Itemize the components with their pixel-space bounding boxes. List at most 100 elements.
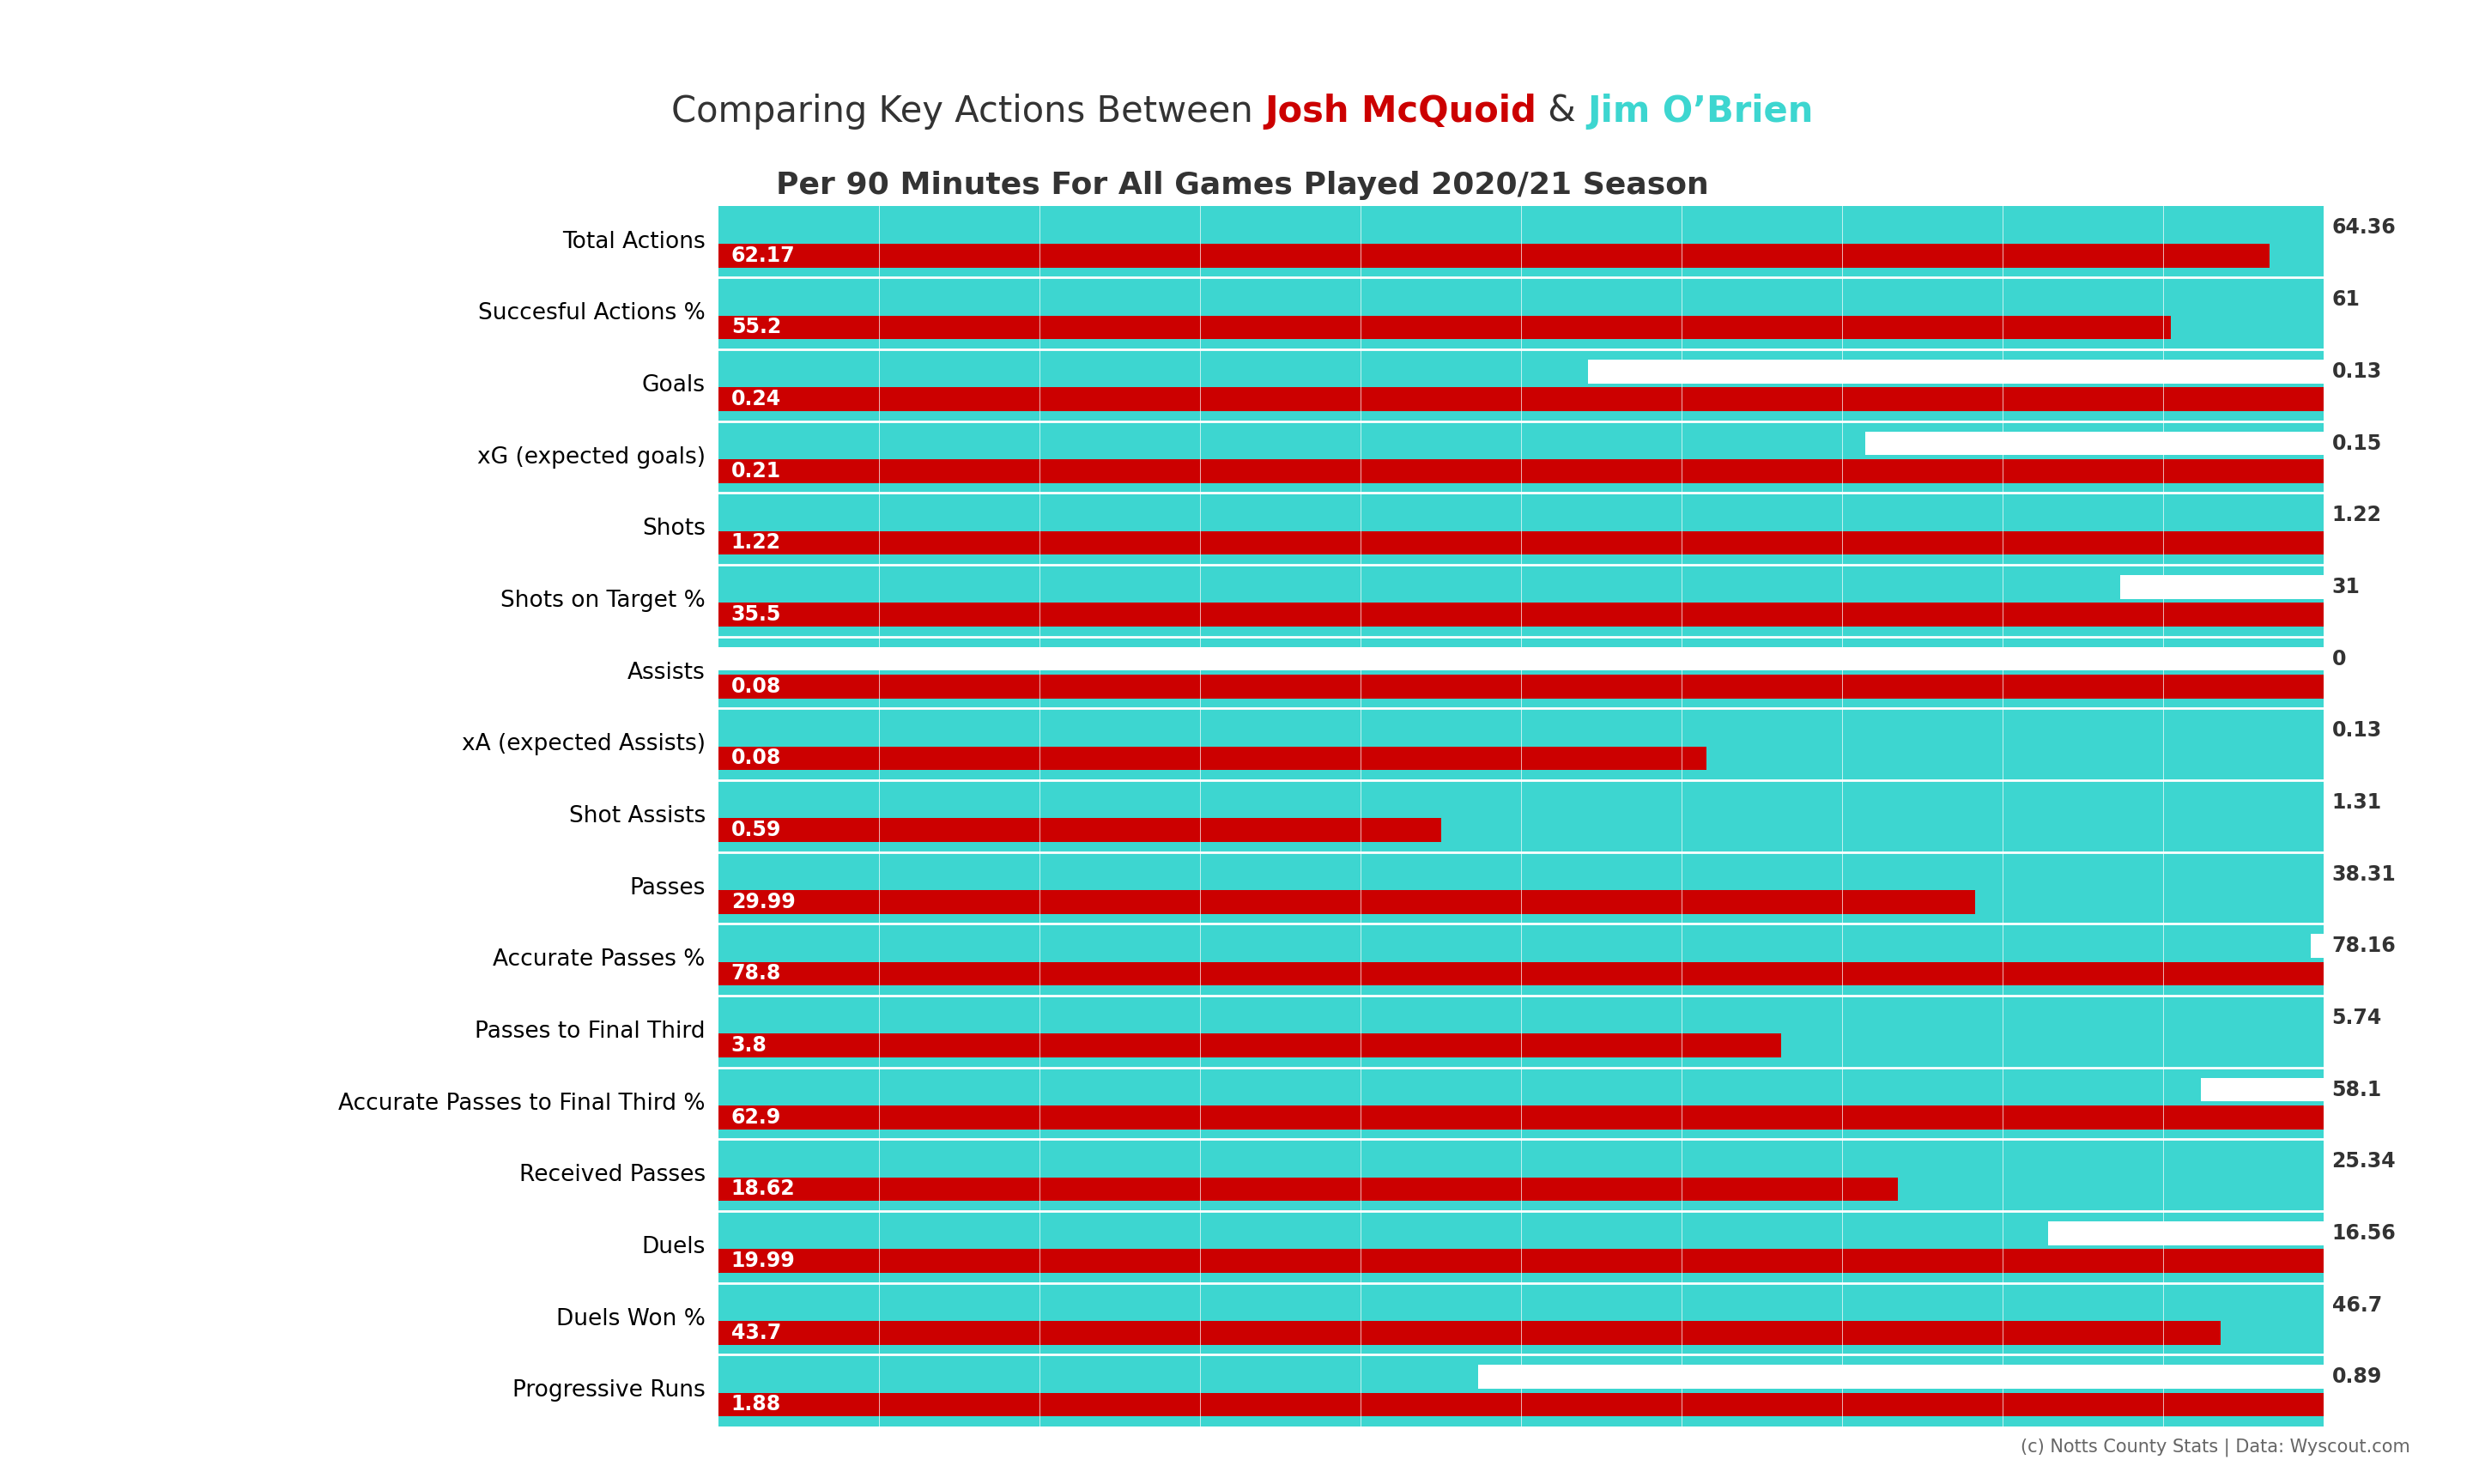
Bar bbox=[718, 288, 2323, 312]
Bar bbox=[718, 576, 2323, 598]
Bar bbox=[718, 217, 2323, 240]
Bar bbox=[718, 933, 2323, 957]
Bar bbox=[718, 1177, 1899, 1201]
Bar bbox=[718, 1150, 2323, 1174]
Bar bbox=[718, 1077, 2323, 1101]
Bar bbox=[718, 503, 2323, 527]
Bar bbox=[718, 862, 2323, 886]
Bar bbox=[718, 862, 2323, 886]
Text: Shots on Target %: Shots on Target % bbox=[499, 589, 706, 611]
Bar bbox=[718, 459, 2323, 482]
Bar bbox=[718, 647, 2323, 671]
Bar bbox=[718, 791, 2323, 815]
Text: 1.31: 1.31 bbox=[2331, 792, 2381, 813]
Bar bbox=[718, 1034, 1782, 1057]
Bar bbox=[718, 1392, 2323, 1416]
Bar bbox=[718, 675, 2323, 699]
Text: 0.24: 0.24 bbox=[731, 389, 780, 410]
Bar bbox=[718, 1006, 2323, 1030]
Text: xA (expected Assists): xA (expected Assists) bbox=[462, 733, 706, 755]
Text: 0.21: 0.21 bbox=[731, 460, 780, 481]
Bar bbox=[718, 1293, 2323, 1316]
Text: 25.34: 25.34 bbox=[2331, 1152, 2396, 1172]
Bar bbox=[718, 1106, 2323, 1129]
Bar bbox=[718, 1365, 1479, 1389]
Bar bbox=[718, 962, 2323, 985]
Text: 55.2: 55.2 bbox=[731, 318, 780, 338]
Bar bbox=[718, 718, 2323, 742]
Text: 0.13: 0.13 bbox=[2331, 361, 2381, 381]
Text: &: & bbox=[1536, 93, 1588, 129]
Text: Accurate Passes %: Accurate Passes % bbox=[492, 948, 706, 971]
Bar bbox=[718, 316, 2172, 340]
Text: 18.62: 18.62 bbox=[731, 1178, 795, 1199]
Text: 31: 31 bbox=[2331, 577, 2361, 597]
Text: Received Passes: Received Passes bbox=[519, 1163, 706, 1186]
Bar bbox=[718, 503, 2323, 527]
Text: Shots: Shots bbox=[641, 518, 706, 540]
Bar bbox=[718, 288, 2323, 312]
Text: 38.31: 38.31 bbox=[2331, 864, 2396, 884]
Bar bbox=[718, 243, 2269, 267]
Bar bbox=[718, 1365, 2323, 1389]
Text: 29.99: 29.99 bbox=[731, 892, 795, 913]
Text: 0: 0 bbox=[2331, 649, 2346, 669]
Bar bbox=[718, 387, 2323, 411]
Text: Duels: Duels bbox=[641, 1236, 706, 1258]
Text: Jim O’Brien: Jim O’Brien bbox=[1588, 93, 1814, 129]
Bar bbox=[718, 1150, 2323, 1174]
Text: 35.5: 35.5 bbox=[731, 604, 780, 625]
Text: 0.15: 0.15 bbox=[2331, 433, 2381, 454]
Bar bbox=[718, 746, 1707, 770]
Bar bbox=[718, 890, 1976, 914]
Bar bbox=[718, 1221, 2323, 1245]
Text: 5.74: 5.74 bbox=[2331, 1008, 2381, 1028]
Text: 0.13: 0.13 bbox=[2331, 720, 2381, 741]
Text: 1.22: 1.22 bbox=[731, 533, 780, 554]
Text: 1.22: 1.22 bbox=[2331, 505, 2381, 525]
Bar bbox=[718, 432, 2323, 456]
Text: 19.99: 19.99 bbox=[731, 1251, 795, 1272]
Text: (c) Notts County Stats | Data: Wyscout.com: (c) Notts County Stats | Data: Wyscout.c… bbox=[2020, 1438, 2410, 1456]
Text: Comparing Key Actions Between: Comparing Key Actions Between bbox=[671, 93, 1265, 129]
Bar bbox=[718, 531, 2323, 555]
Text: Succesful Actions %: Succesful Actions % bbox=[477, 303, 706, 325]
Bar bbox=[718, 359, 1588, 383]
Text: 58.1: 58.1 bbox=[2331, 1079, 2381, 1100]
Text: 46.7: 46.7 bbox=[2331, 1294, 2381, 1315]
Text: 0.59: 0.59 bbox=[731, 819, 780, 840]
Text: Accurate Passes to Final Third %: Accurate Passes to Final Third % bbox=[338, 1092, 706, 1114]
Text: 16.56: 16.56 bbox=[2331, 1223, 2396, 1244]
Text: 78.8: 78.8 bbox=[731, 963, 780, 984]
Text: 3.8: 3.8 bbox=[731, 1036, 768, 1055]
Bar bbox=[718, 791, 2323, 815]
Text: 0.08: 0.08 bbox=[731, 748, 780, 769]
Bar bbox=[718, 576, 2120, 598]
Text: xG (expected goals): xG (expected goals) bbox=[477, 447, 706, 469]
Bar bbox=[718, 818, 1441, 841]
Text: Per 90 Minutes For All Games Played 2020/21 Season: Per 90 Minutes For All Games Played 2020… bbox=[775, 171, 1710, 200]
Bar bbox=[718, 432, 1866, 456]
Bar bbox=[718, 1221, 2048, 1245]
Text: 43.7: 43.7 bbox=[731, 1322, 780, 1343]
Text: Total Actions: Total Actions bbox=[562, 230, 706, 252]
Text: 62.17: 62.17 bbox=[731, 245, 795, 266]
Bar bbox=[718, 1321, 2222, 1345]
Bar bbox=[718, 359, 2323, 383]
Text: 0.89: 0.89 bbox=[2331, 1367, 2383, 1388]
Text: Passes to Final Third: Passes to Final Third bbox=[475, 1021, 706, 1043]
Text: 61: 61 bbox=[2331, 289, 2361, 310]
Text: Progressive Runs: Progressive Runs bbox=[512, 1380, 706, 1402]
Text: Josh McQuoid: Josh McQuoid bbox=[1265, 93, 1536, 129]
Text: 1.88: 1.88 bbox=[731, 1395, 780, 1414]
Bar bbox=[718, 1250, 2323, 1273]
Text: Passes: Passes bbox=[629, 877, 706, 899]
Bar bbox=[718, 933, 2311, 957]
Bar bbox=[718, 1293, 2323, 1316]
Bar bbox=[718, 603, 2323, 626]
Bar bbox=[718, 1006, 2323, 1030]
Text: 62.9: 62.9 bbox=[731, 1107, 780, 1128]
Text: Goals: Goals bbox=[641, 374, 706, 396]
Text: Assists: Assists bbox=[629, 662, 706, 684]
Text: 64.36: 64.36 bbox=[2331, 218, 2396, 237]
